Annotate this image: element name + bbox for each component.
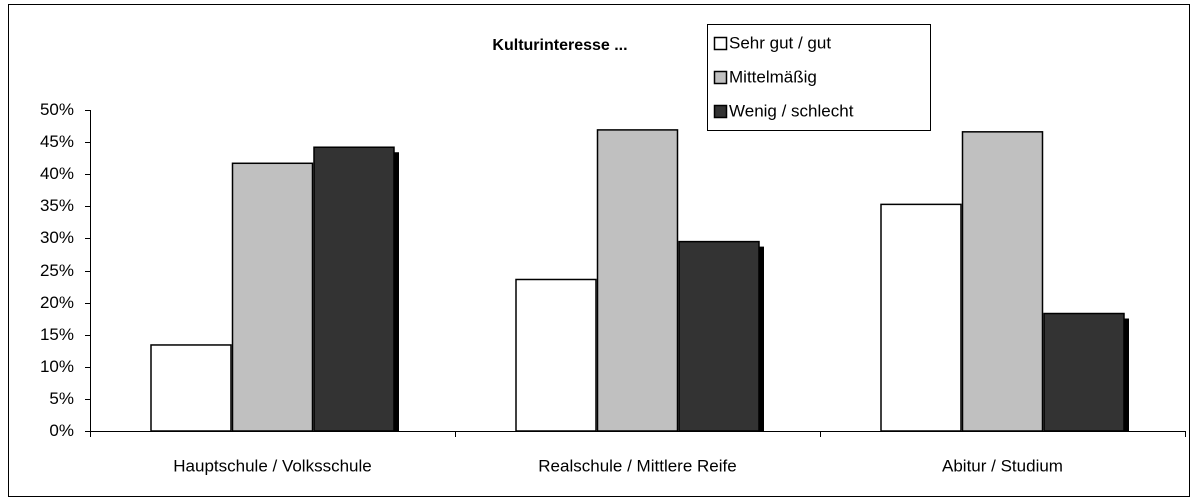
bar — [880, 203, 962, 432]
y-tick-label: 20% — [40, 293, 74, 312]
legend-label: Wenig / schlecht — [729, 101, 854, 120]
bar — [596, 129, 679, 432]
bar — [313, 146, 395, 432]
legend-swatch — [713, 104, 728, 119]
y-tick-label: 30% — [40, 228, 74, 247]
y-tick-label: 0% — [49, 421, 74, 440]
legend-swatch — [713, 70, 728, 85]
x-tick-label: Realschule / Mittlere Reife — [538, 456, 736, 475]
legend-swatch — [713, 36, 728, 51]
y-tick-label: 50% — [40, 100, 74, 119]
chart-title: Kulturinteresse ... — [492, 37, 627, 54]
bar — [515, 278, 597, 432]
x-tick-label: Abitur / Studium — [942, 456, 1063, 475]
legend-box — [707, 24, 931, 131]
legend-label: Mittelmäßig — [729, 67, 817, 86]
y-tick-label: 15% — [40, 325, 74, 344]
y-tick-label: 10% — [40, 357, 74, 376]
bar — [150, 344, 232, 432]
bar — [678, 240, 760, 432]
bar — [1043, 312, 1125, 432]
y-tick-label: 5% — [49, 389, 74, 408]
x-tick-label: Hauptschule / Volksschule — [173, 456, 371, 475]
bar — [231, 162, 314, 432]
y-tick-label: 25% — [40, 261, 74, 280]
legend-label: Sehr gut / gut — [729, 33, 831, 52]
y-tick-label: 35% — [40, 196, 74, 215]
bar — [961, 131, 1044, 432]
y-tick-label: 40% — [40, 164, 74, 183]
y-tick-label: 45% — [40, 132, 74, 151]
